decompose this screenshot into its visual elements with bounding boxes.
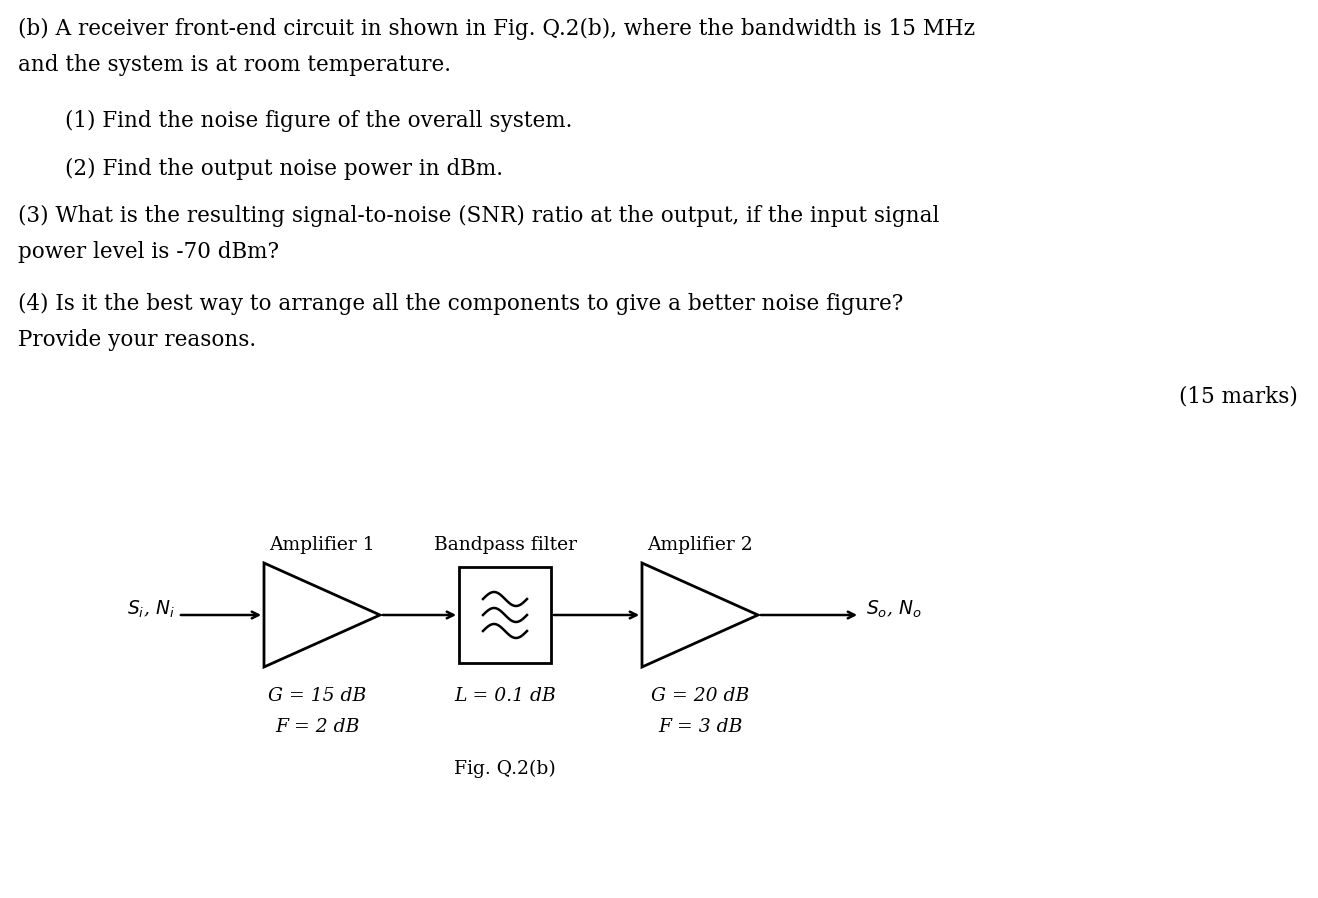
Text: and the system is at room temperature.: and the system is at room temperature. bbox=[18, 54, 451, 76]
Text: (3) What is the resulting signal-to-noise (SNR) ratio at the output, if the inpu: (3) What is the resulting signal-to-nois… bbox=[18, 205, 940, 227]
Text: power level is -70 dBm?: power level is -70 dBm? bbox=[18, 241, 279, 263]
Text: G = 20 dB: G = 20 dB bbox=[651, 687, 749, 705]
Text: F = 2 dB: F = 2 dB bbox=[275, 718, 360, 736]
Text: (1) Find the noise figure of the overall system.: (1) Find the noise figure of the overall… bbox=[65, 110, 572, 132]
Text: Provide your reasons.: Provide your reasons. bbox=[18, 329, 256, 351]
Text: (b) A receiver front-end circuit in shown in Fig. Q.2(b), where the bandwidth is: (b) A receiver front-end circuit in show… bbox=[18, 18, 975, 40]
Text: Amplifier 2: Amplifier 2 bbox=[647, 536, 753, 554]
Text: $S_o$, $N_o$: $S_o$, $N_o$ bbox=[866, 598, 921, 620]
Text: G = 15 dB: G = 15 dB bbox=[268, 687, 366, 705]
Text: (4) Is it the best way to arrange all the components to give a better noise figu: (4) Is it the best way to arrange all th… bbox=[18, 293, 903, 315]
Text: (15 marks): (15 marks) bbox=[1180, 385, 1298, 407]
Text: $S_i$, $N_i$: $S_i$, $N_i$ bbox=[128, 598, 175, 620]
Text: Bandpass filter: Bandpass filter bbox=[434, 536, 576, 554]
Text: Amplifier 1: Amplifier 1 bbox=[269, 536, 374, 554]
Text: L = 0.1 dB: L = 0.1 dB bbox=[455, 687, 556, 705]
Text: Fig. Q.2(b): Fig. Q.2(b) bbox=[455, 760, 556, 779]
Bar bbox=[459, 567, 551, 663]
Text: F = 3 dB: F = 3 dB bbox=[658, 718, 742, 736]
Text: (2) Find the output noise power in dBm.: (2) Find the output noise power in dBm. bbox=[65, 158, 503, 180]
